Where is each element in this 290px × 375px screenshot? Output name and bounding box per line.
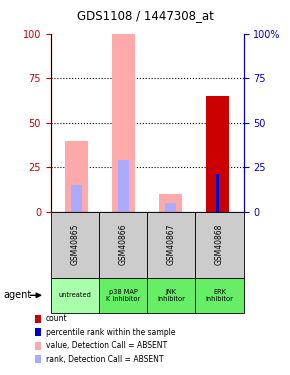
Text: value, Detection Call = ABSENT: value, Detection Call = ABSENT	[46, 341, 167, 350]
Bar	[71, 185, 82, 212]
Text: GSM40868: GSM40868	[215, 224, 224, 266]
Text: ERK
inhibitor: ERK inhibitor	[206, 289, 233, 302]
Text: count: count	[46, 314, 67, 323]
Text: GSM40867: GSM40867	[167, 224, 176, 266]
Bar	[216, 174, 219, 212]
Bar	[159, 194, 182, 212]
Bar	[206, 96, 229, 212]
Text: GDS1108 / 1447308_at: GDS1108 / 1447308_at	[77, 9, 213, 22]
Text: agent: agent	[3, 290, 31, 300]
Text: p38 MAP
K inhibitor: p38 MAP K inhibitor	[106, 289, 140, 302]
Text: rank, Detection Call = ABSENT: rank, Detection Call = ABSENT	[46, 355, 163, 364]
Text: untreated: untreated	[58, 292, 91, 298]
Bar	[65, 141, 88, 212]
Text: GSM40865: GSM40865	[70, 224, 79, 266]
Text: GSM40866: GSM40866	[119, 224, 128, 266]
Text: JNK
inhibitor: JNK inhibitor	[157, 289, 185, 302]
Text: percentile rank within the sample: percentile rank within the sample	[46, 328, 175, 337]
Bar	[118, 160, 129, 212]
Bar	[165, 203, 176, 212]
Bar	[112, 34, 135, 212]
